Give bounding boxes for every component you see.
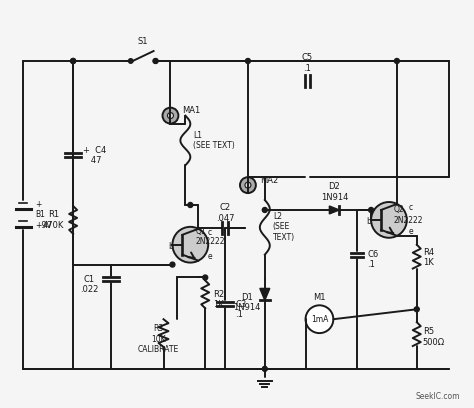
Polygon shape <box>329 206 339 214</box>
Circle shape <box>246 58 250 64</box>
Circle shape <box>167 113 173 119</box>
Text: L1
(SEE TEXT): L1 (SEE TEXT) <box>193 131 235 150</box>
Text: C6
.1: C6 .1 <box>367 250 378 269</box>
Polygon shape <box>260 288 270 300</box>
Text: C2
.047: C2 .047 <box>216 203 234 223</box>
Text: R4
1K: R4 1K <box>423 248 434 267</box>
Text: Q2
2N2222: Q2 2N2222 <box>394 205 423 225</box>
Text: R1
470K: R1 470K <box>43 210 64 230</box>
Text: c: c <box>208 228 212 237</box>
Circle shape <box>414 307 419 312</box>
Circle shape <box>245 182 251 188</box>
Text: M1: M1 <box>313 293 326 302</box>
Text: C1
.022: C1 .022 <box>80 275 98 294</box>
Circle shape <box>262 366 267 371</box>
Circle shape <box>170 262 175 267</box>
Text: C3
.1: C3 .1 <box>235 299 246 319</box>
Circle shape <box>173 227 208 263</box>
Circle shape <box>394 58 400 64</box>
Text: b: b <box>168 242 173 251</box>
Text: 1mA: 1mA <box>311 315 328 324</box>
Text: D1
1N914: D1 1N914 <box>233 293 261 312</box>
Circle shape <box>371 202 407 238</box>
Text: MA1: MA1 <box>182 106 201 115</box>
Circle shape <box>71 58 76 64</box>
Circle shape <box>240 177 256 193</box>
Text: e: e <box>208 252 212 261</box>
Circle shape <box>71 58 76 64</box>
Text: e: e <box>409 227 413 236</box>
Text: c: c <box>409 204 413 213</box>
Circle shape <box>153 58 158 64</box>
Text: C5
.1: C5 .1 <box>302 53 313 73</box>
Circle shape <box>203 275 208 280</box>
Text: b: b <box>367 217 372 226</box>
Circle shape <box>262 208 267 213</box>
Circle shape <box>369 208 374 213</box>
Text: L2
(SEE
TEXT): L2 (SEE TEXT) <box>273 212 295 242</box>
Circle shape <box>163 108 178 124</box>
Text: D2
1N914: D2 1N914 <box>320 182 348 202</box>
Circle shape <box>306 305 333 333</box>
Text: S1: S1 <box>137 37 148 46</box>
Text: +
B1
+9V: + B1 +9V <box>36 200 52 230</box>
Text: SeekIC.com: SeekIC.com <box>416 392 460 401</box>
Text: R3
10K
CALIBRATE: R3 10K CALIBRATE <box>138 324 179 354</box>
Text: +  C4
   47: + C4 47 <box>83 146 106 165</box>
Text: R5
500Ω: R5 500Ω <box>423 327 445 347</box>
Text: Q1
2N2222: Q1 2N2222 <box>195 227 225 246</box>
Text: MA2: MA2 <box>260 176 278 185</box>
Circle shape <box>188 202 193 208</box>
Text: R2
1K: R2 1K <box>213 290 224 309</box>
